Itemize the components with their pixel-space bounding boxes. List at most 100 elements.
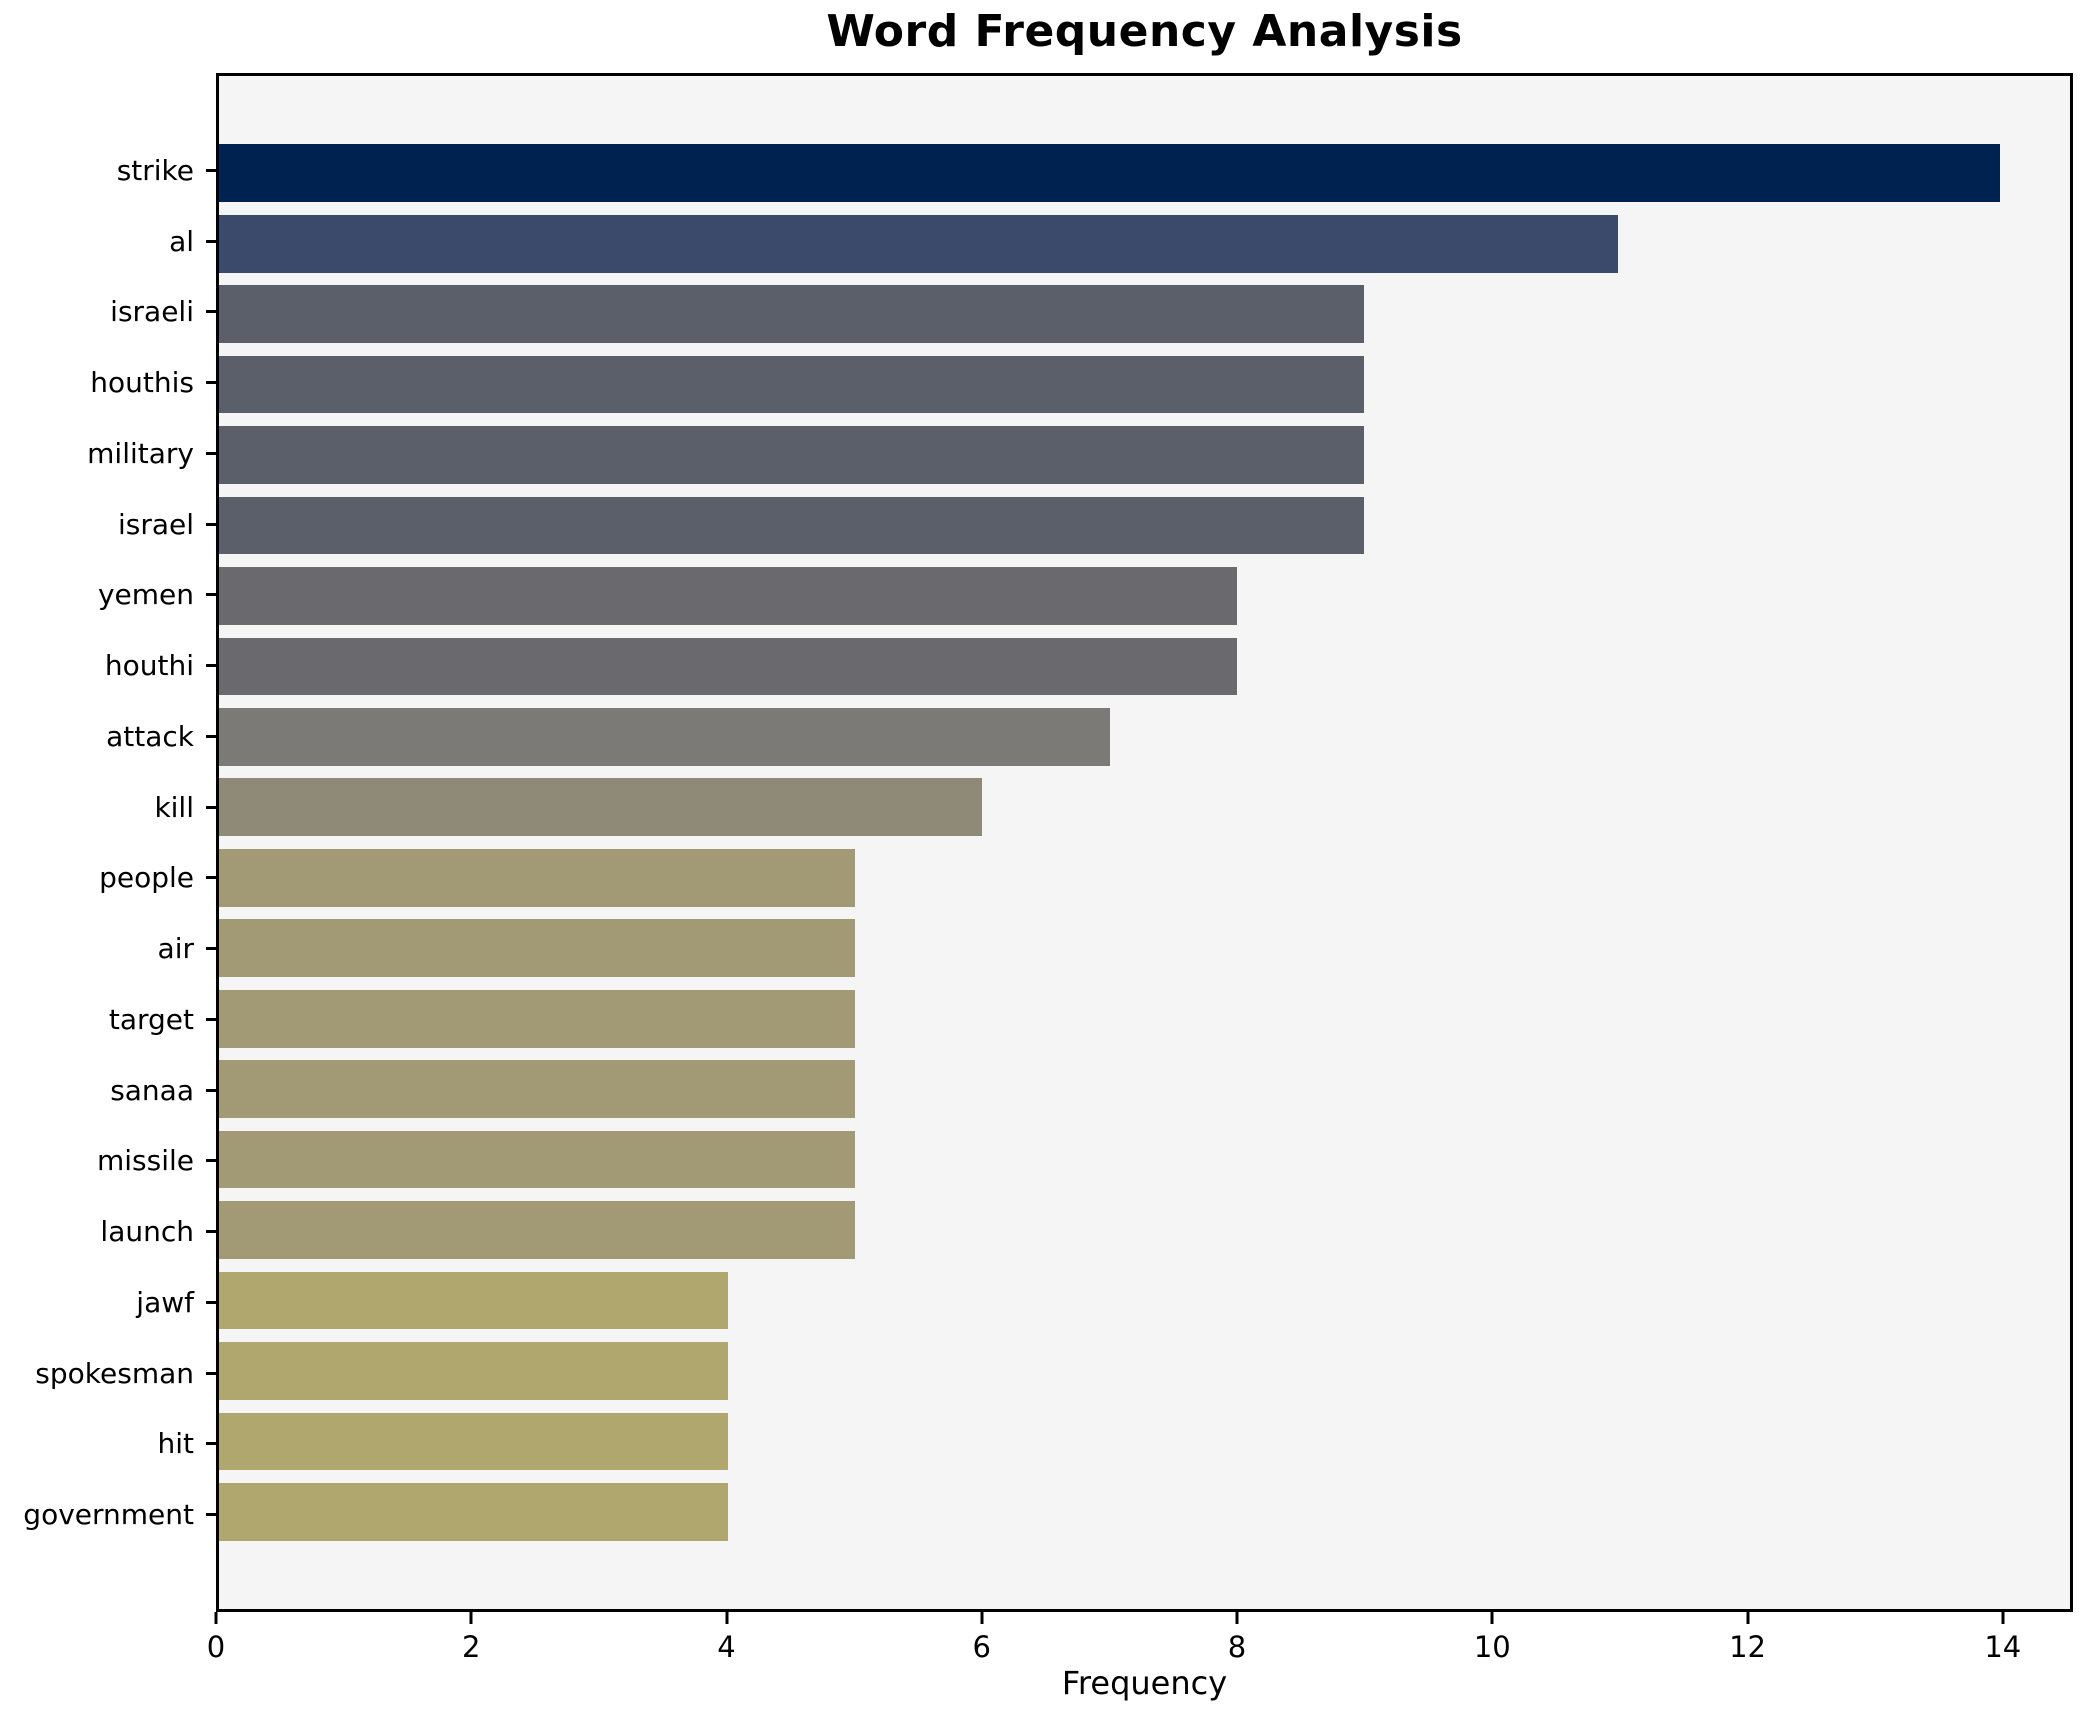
frequency-bar bbox=[219, 1201, 856, 1259]
y-label-row: houthi bbox=[0, 630, 216, 701]
y-label-row: strike bbox=[0, 135, 216, 206]
bar-row bbox=[219, 1265, 2070, 1335]
x-tick-label: 2 bbox=[462, 1630, 481, 1664]
frequency-bar bbox=[219, 778, 983, 837]
frequency-bar bbox=[219, 496, 1364, 555]
bar-row bbox=[219, 772, 2070, 842]
bar-row bbox=[219, 1195, 2070, 1265]
y-tick-mark bbox=[206, 593, 216, 597]
bar-row bbox=[219, 208, 2070, 278]
y-tick-mark bbox=[206, 1442, 216, 1446]
x-tick-mark bbox=[980, 1612, 984, 1624]
y-tick-mark bbox=[206, 1230, 216, 1234]
y-tick-mark bbox=[206, 1159, 216, 1163]
frequency-bar bbox=[219, 1482, 728, 1541]
y-label-row: launch bbox=[0, 1196, 216, 1267]
x-tick-label: 10 bbox=[1473, 1630, 1511, 1664]
y-label-row: government bbox=[0, 1479, 216, 1550]
y-label-row: attack bbox=[0, 701, 216, 772]
y-tick-label: government bbox=[23, 1498, 194, 1532]
y-tick-label: houthis bbox=[90, 366, 194, 400]
y-label-row: air bbox=[0, 913, 216, 984]
y-tick-mark bbox=[206, 381, 216, 385]
y-tick-mark bbox=[206, 1300, 216, 1304]
y-label-row: jawf bbox=[0, 1267, 216, 1338]
y-tick-label: military bbox=[87, 436, 194, 470]
y-tick-mark bbox=[206, 664, 216, 668]
frequency-bar bbox=[219, 848, 856, 907]
y-label-row: israeli bbox=[0, 277, 216, 348]
y-tick-label: launch bbox=[100, 1215, 194, 1249]
y-tick-label: jawf bbox=[136, 1285, 194, 1319]
y-label-row: israel bbox=[0, 489, 216, 560]
bar-row bbox=[219, 561, 2070, 631]
y-tick-label: spokesman bbox=[35, 1356, 194, 1390]
x-tick-label: 4 bbox=[717, 1630, 736, 1664]
y-tick-mark bbox=[206, 1513, 216, 1517]
y-tick-mark bbox=[206, 310, 216, 314]
y-label-row: houthis bbox=[0, 347, 216, 418]
bar-row bbox=[219, 279, 2070, 349]
x-axis: 0 2 4 6 8 10 12 14 bbox=[207, 1612, 2073, 1672]
y-tick-mark bbox=[206, 1017, 216, 1021]
y-tick-label: israel bbox=[117, 507, 194, 541]
y-tick-mark bbox=[206, 805, 216, 809]
y-tick-mark bbox=[206, 451, 216, 455]
y-tick-label: yemen bbox=[97, 578, 194, 612]
y-tick-mark bbox=[206, 1088, 216, 1092]
x-tick-label: 12 bbox=[1729, 1630, 1766, 1664]
bar-row bbox=[219, 1477, 2070, 1547]
x-tick-mark bbox=[1235, 1612, 1239, 1624]
bar-row bbox=[219, 913, 2070, 983]
y-axis: strike al israeli houthis military israe… bbox=[0, 73, 216, 1612]
bar-row bbox=[219, 983, 2070, 1053]
bar-row bbox=[219, 1406, 2070, 1476]
y-tick-mark bbox=[206, 734, 216, 738]
bar-row bbox=[219, 349, 2070, 419]
y-label-row: yemen bbox=[0, 560, 216, 631]
x-tick-mark bbox=[2001, 1612, 2005, 1624]
bar-row bbox=[219, 702, 2070, 772]
frequency-bar bbox=[219, 1130, 856, 1189]
y-tick-label: israeli bbox=[110, 295, 194, 329]
x-tick-mark bbox=[725, 1612, 728, 1624]
y-label-row: sanaa bbox=[0, 1055, 216, 1126]
y-tick-label: air bbox=[157, 932, 194, 966]
y-tick-label: strike bbox=[116, 153, 194, 187]
y-label-row: spokesman bbox=[0, 1338, 216, 1409]
y-tick-label: hit bbox=[157, 1427, 194, 1461]
x-tick-mark bbox=[1746, 1612, 1750, 1624]
y-label-row: target bbox=[0, 984, 216, 1055]
y-label-row: al bbox=[0, 206, 216, 277]
bar-row bbox=[219, 1124, 2070, 1194]
y-tick-label: al bbox=[169, 224, 194, 258]
frequency-bar bbox=[219, 637, 1237, 696]
x-tick-label: 6 bbox=[972, 1630, 991, 1664]
chart-title: Word Frequency Analysis bbox=[826, 6, 1463, 57]
y-tick-label: sanaa bbox=[110, 1073, 194, 1107]
frequency-bar bbox=[219, 989, 856, 1048]
x-axis-label: Frequency bbox=[1061, 1664, 1228, 1702]
bar-row bbox=[219, 631, 2070, 701]
bar-row bbox=[219, 1336, 2070, 1406]
bar-row bbox=[219, 138, 2070, 208]
y-tick-mark bbox=[206, 1371, 216, 1375]
bars-container bbox=[219, 76, 2070, 1609]
bar-row bbox=[219, 1054, 2070, 1124]
plot-area bbox=[216, 73, 2073, 1612]
x-tick-mark bbox=[1490, 1612, 1494, 1624]
y-tick-mark bbox=[206, 522, 216, 526]
y-tick-mark bbox=[206, 239, 216, 243]
x-tick-mark bbox=[469, 1612, 473, 1624]
frequency-bar bbox=[219, 144, 2001, 203]
y-tick-label: target bbox=[108, 1002, 194, 1036]
y-label-row: kill bbox=[0, 772, 216, 843]
y-tick-label: people bbox=[99, 861, 194, 895]
x-tick-label: 8 bbox=[1227, 1630, 1247, 1664]
frequency-bar bbox=[219, 707, 1110, 766]
y-label-row: hit bbox=[0, 1409, 216, 1480]
y-tick-label: missile bbox=[96, 1144, 194, 1178]
frequency-bar bbox=[219, 1060, 856, 1118]
y-tick-mark bbox=[206, 947, 216, 951]
